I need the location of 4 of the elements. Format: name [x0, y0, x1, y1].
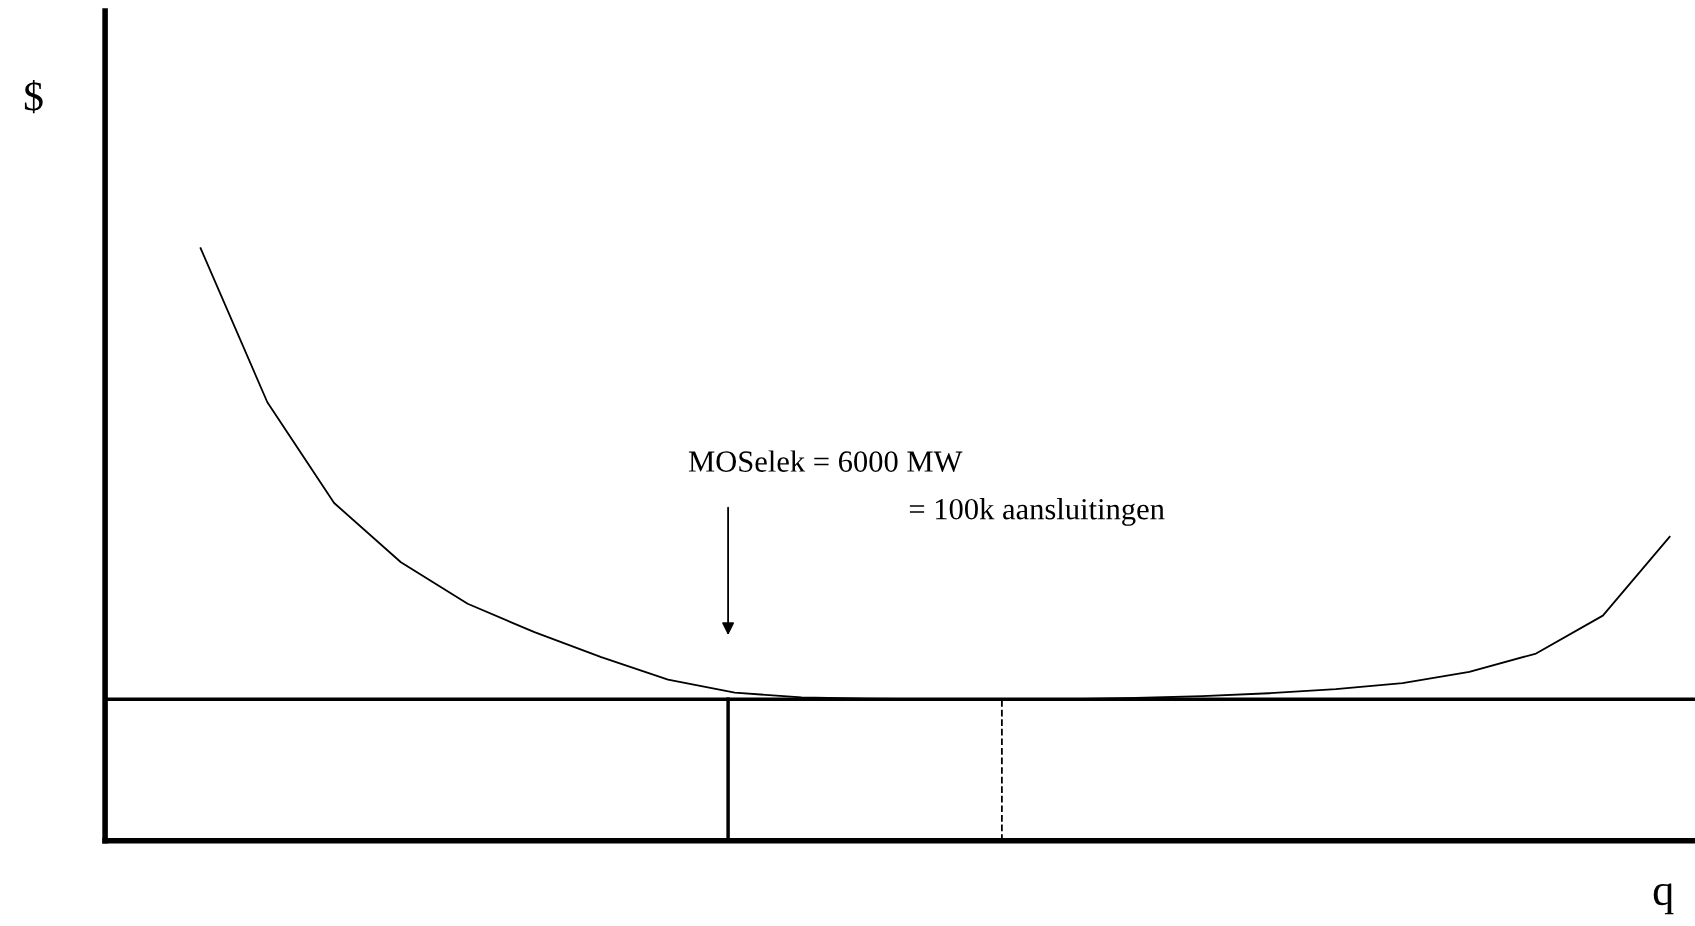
annotation: MOSelek = 6000 MW: [688, 450, 963, 473]
x-axis-title: q: [1653, 883, 1674, 915]
y-axis-title: $: [24, 79, 43, 114]
annotation: = 100k aansluitingen: [909, 497, 1165, 526]
